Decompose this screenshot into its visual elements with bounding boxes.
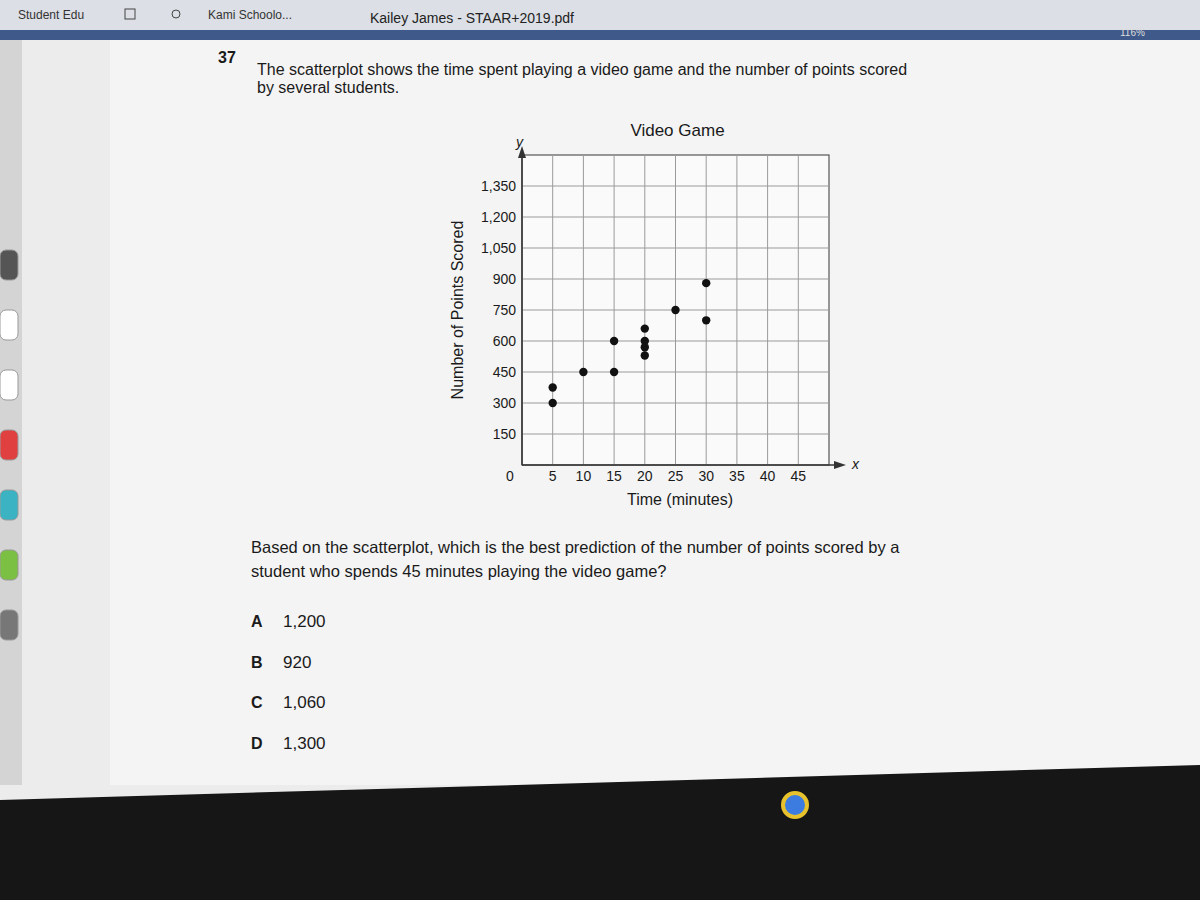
x-tick-label: 35	[729, 468, 745, 484]
top-bar	[0, 0, 1200, 30]
y-tick-label: 1,350	[481, 178, 516, 194]
question-text: The scatterplot shows the time spent pla…	[257, 61, 907, 78]
y-axis	[521, 152, 523, 465]
tool-icon	[0, 250, 18, 280]
icon	[125, 9, 135, 19]
x-tick-label: 25	[668, 468, 684, 484]
tool-icon	[0, 370, 18, 400]
choice-letter: B	[251, 654, 263, 671]
grid-line	[522, 372, 829, 373]
tool-icon	[0, 310, 18, 340]
data-point	[549, 383, 557, 391]
choice-text: 920	[283, 653, 311, 672]
choice-text: 1,200	[283, 612, 326, 631]
choice-letter: C	[251, 694, 263, 711]
pdf-page	[110, 40, 1200, 785]
x-tick-label: 0	[506, 468, 514, 484]
y-tick-label: 300	[493, 395, 517, 411]
y-tick-label: 1,200	[481, 209, 516, 225]
points	[549, 279, 711, 407]
y-tick-label: 150	[493, 426, 517, 442]
x-tick-label: 20	[637, 468, 653, 484]
data-point	[641, 351, 649, 359]
choice-letter: D	[251, 735, 263, 752]
tool-icon	[0, 490, 18, 520]
icon	[172, 10, 180, 18]
prompt-text: student who spends 45 minutes playing th…	[251, 562, 667, 580]
choice-text: 1,060	[283, 693, 326, 712]
zoom-level: 116%	[1120, 27, 1145, 38]
screen-bezel	[0, 765, 1200, 900]
data-point	[671, 306, 679, 314]
question-number: 37	[218, 49, 236, 66]
x-axis	[522, 464, 840, 466]
side-toolbar	[0, 40, 22, 785]
chart: Video Game 0 5 10 15 20 25 30 35 40 45 150 300 450 600…	[449, 121, 860, 508]
x-tick-label: 5	[549, 468, 557, 484]
x-axis-label: Time (minutes)	[627, 491, 733, 508]
grid-line	[522, 217, 829, 218]
grid-line	[522, 186, 829, 187]
choice-letter: A	[251, 613, 263, 630]
grid-line	[522, 341, 829, 342]
bookmark-text: Student Edu	[18, 8, 84, 22]
data-point	[610, 337, 618, 345]
toolbar-band	[0, 30, 1200, 40]
tool-icon	[0, 430, 18, 460]
data-point	[549, 399, 557, 407]
tool-icon	[0, 550, 18, 580]
data-point	[702, 316, 710, 324]
x-tick-label: 45	[791, 468, 807, 484]
prompt-text: Based on the scatterplot, which is the b…	[251, 538, 900, 556]
x-symbol: x	[851, 456, 860, 472]
taskbar-icon	[783, 793, 807, 817]
x-arrow	[834, 461, 846, 469]
y-tick-label: 450	[493, 364, 517, 380]
x-tick-label: 40	[760, 468, 776, 484]
grid-line	[522, 434, 829, 435]
grid-line	[522, 248, 829, 249]
data-point	[702, 279, 710, 287]
x-tick-label: 30	[698, 468, 714, 484]
chart-title: Video Game	[630, 121, 724, 140]
file-name: Kailey James - STAAR+2019.pdf	[370, 10, 574, 26]
y-tick-label: 1,050	[481, 240, 516, 256]
question-text: by several students.	[257, 79, 399, 96]
data-point	[610, 368, 618, 376]
page: Student Edu Kami Schoolo... Kailey James -…	[0, 0, 1200, 900]
tab-title: Kami Schoolo...	[208, 8, 292, 22]
grid-line	[522, 279, 829, 280]
y-tick-label: 750	[493, 302, 517, 318]
data-point	[641, 324, 649, 332]
y-axis-label: Number of Points Scored	[449, 221, 466, 400]
x-tick-label: 10	[576, 468, 592, 484]
data-point	[641, 343, 649, 351]
x-tick-label: 15	[606, 468, 622, 484]
choice-text: 1,300	[283, 734, 326, 753]
data-point	[579, 368, 587, 376]
y-symbol: y	[515, 134, 524, 150]
y-tick-label: 600	[493, 333, 517, 349]
grid-line	[522, 403, 829, 404]
tool-icon	[0, 610, 18, 640]
y-tick-label: 900	[493, 271, 517, 287]
plot-frame	[522, 155, 829, 465]
